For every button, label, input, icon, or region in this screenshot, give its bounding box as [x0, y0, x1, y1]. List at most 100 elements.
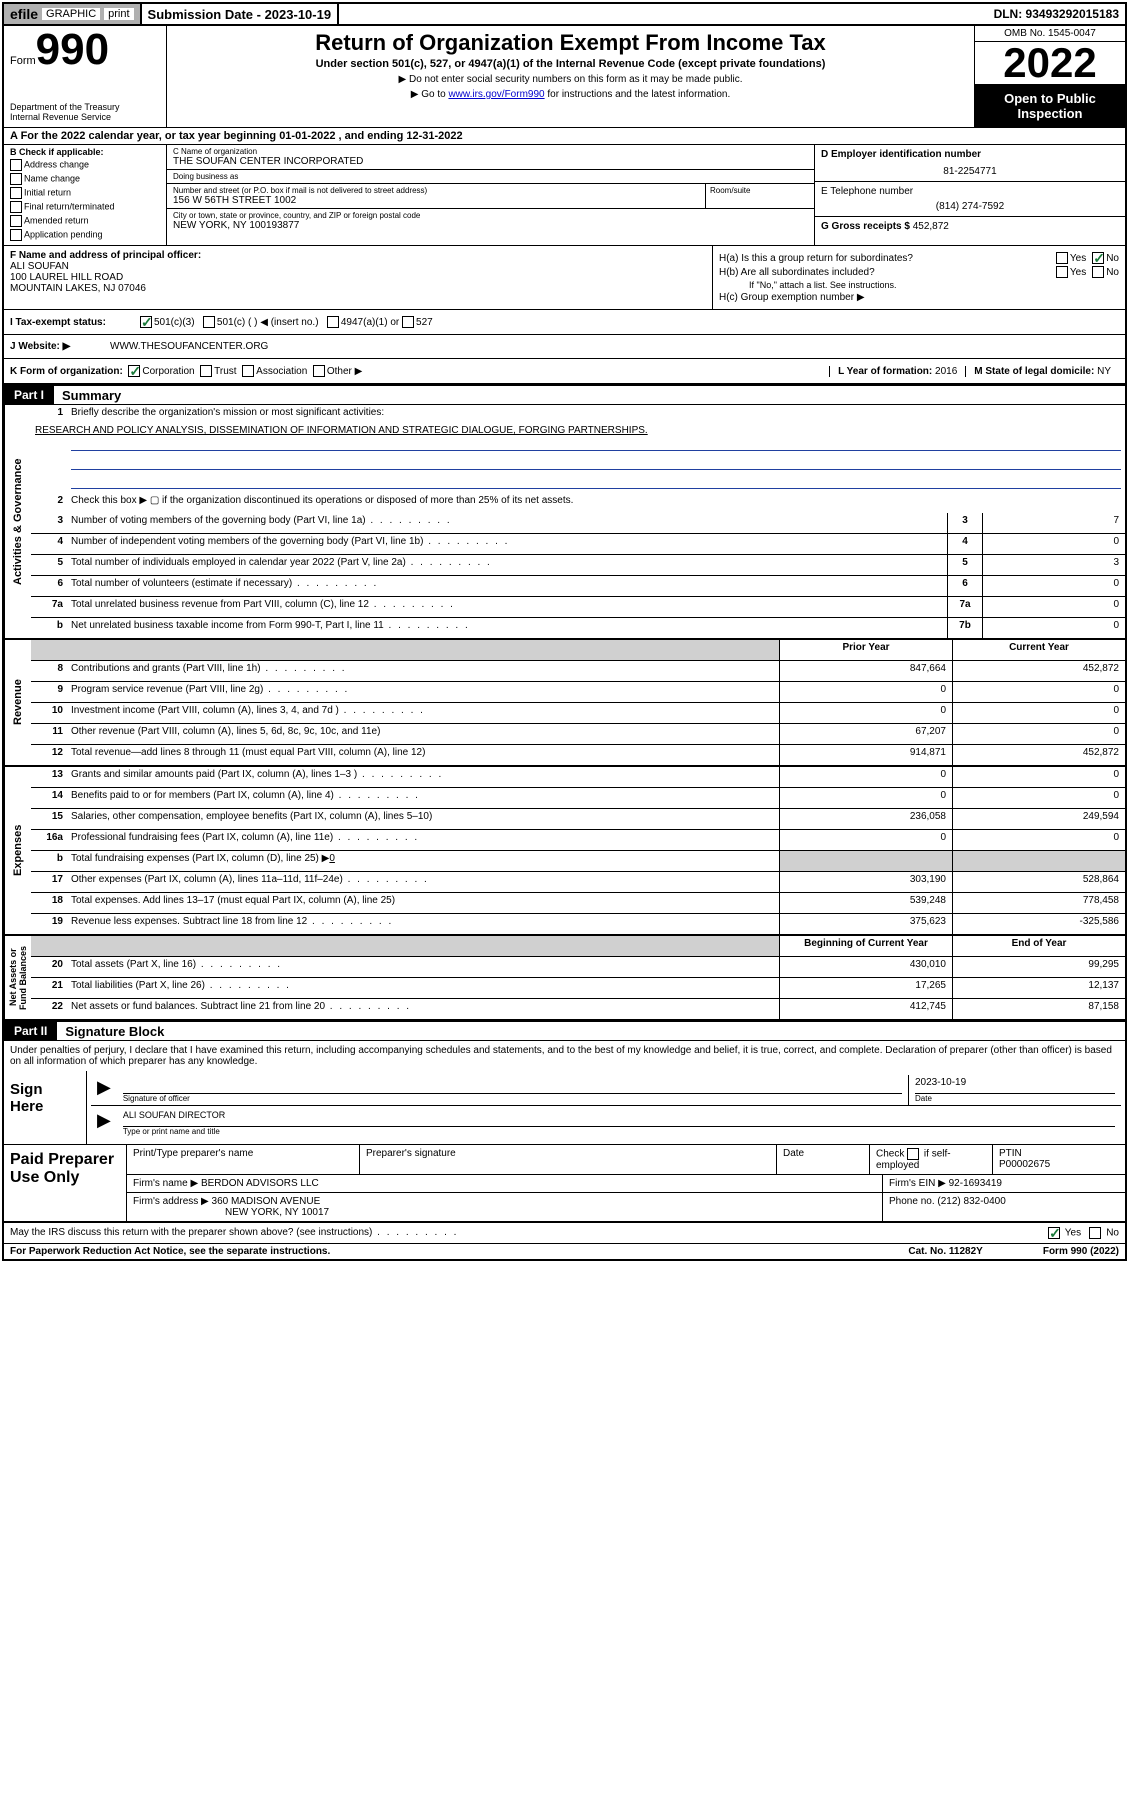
print-btn[interactable]: print	[104, 8, 133, 20]
l22-cy: 87,158	[952, 999, 1125, 1019]
l5-num: 5	[31, 555, 67, 575]
l7a-num: 7a	[31, 597, 67, 617]
hdr-num	[31, 640, 67, 660]
l5-val: 3	[982, 555, 1125, 575]
header-right: OMB No. 1545-0047 2022 Open to Public In…	[974, 26, 1125, 127]
l4-num: 4	[31, 534, 67, 554]
l13-desc: Grants and similar amounts paid (Part IX…	[67, 767, 779, 787]
l16b-desc: Total fundraising expenses (Part IX, col…	[67, 851, 779, 871]
l14-desc: Benefits paid to or for members (Part IX…	[67, 788, 779, 808]
section-a: A For the 2022 calendar year, or tax yea…	[4, 128, 1125, 145]
l3-val: 7	[982, 513, 1125, 533]
b-label: B Check if applicable:	[10, 147, 160, 157]
firm-ein-cell: Firm's EIN ▶ 92-1693419	[883, 1175, 1125, 1192]
website: WWW.THESOUFANCENTER.ORG	[110, 341, 268, 352]
chk-pending[interactable]	[10, 229, 22, 241]
chk-hb-yes[interactable]	[1056, 266, 1068, 278]
blank2	[71, 455, 1121, 470]
l12-desc: Total revenue—add lines 8 through 11 (mu…	[67, 745, 779, 765]
street: 156 W 56TH STREET 1002	[173, 195, 699, 206]
m-label: M State of legal domicile:	[974, 366, 1094, 377]
l1-desc: Briefly describe the organization's miss…	[67, 405, 1125, 425]
l13-py: 0	[779, 767, 952, 787]
l15-cy: 249,594	[952, 809, 1125, 829]
gov-section: Activities & Governance 1 Briefly descri…	[4, 405, 1125, 640]
chk-501c3[interactable]	[140, 316, 152, 328]
chk-discuss-yes[interactable]	[1048, 1227, 1060, 1239]
l1-num: 1	[31, 405, 67, 425]
l9-py: 0	[779, 682, 952, 702]
chk-527[interactable]	[402, 316, 414, 328]
l19-py: 375,623	[779, 914, 952, 934]
city-label: City or town, state or province, country…	[173, 211, 808, 220]
l7b-val: 0	[982, 618, 1125, 638]
l16a-cy: 0	[952, 830, 1125, 850]
chk-4947[interactable]	[327, 316, 339, 328]
m-val: NY	[1097, 366, 1111, 377]
form-subtitle: Under section 501(c), 527, or 4947(a)(1)…	[171, 58, 970, 70]
l-val: 2016	[935, 366, 957, 377]
l6-box: 6	[947, 576, 982, 596]
dln: DLN: 93493292015183	[988, 4, 1125, 24]
k-label: K Form of organization:	[10, 366, 123, 377]
hb-label: H(b) Are all subordinates included?	[719, 267, 1056, 278]
chk-501c[interactable]	[203, 316, 215, 328]
chk-final[interactable]	[10, 201, 22, 213]
chk-assoc[interactable]	[242, 365, 254, 377]
top-bar: efile GRAPHIC print Submission Date - 20…	[4, 4, 1125, 26]
l2-desc: Check this box ▶ ▢ if the organization d…	[67, 493, 1125, 513]
chk-name-change[interactable]	[10, 173, 22, 185]
chk-ha-no[interactable]	[1092, 252, 1104, 264]
l3-num: 3	[31, 513, 67, 533]
l22-desc: Net assets or fund balances. Subtract li…	[67, 999, 779, 1019]
l14-py: 0	[779, 788, 952, 808]
chk-corp[interactable]	[128, 365, 140, 377]
box-f: F Name and address of principal officer:…	[4, 246, 713, 309]
paperwork: For Paperwork Reduction Act Notice, see …	[10, 1246, 908, 1257]
blank1	[71, 436, 1121, 451]
l4-val: 0	[982, 534, 1125, 554]
box-h: H(a) Is this a group return for subordin…	[713, 246, 1125, 309]
l15-py: 236,058	[779, 809, 952, 829]
signer-name: ALI SOUFAN DIRECTOR	[123, 1110, 1115, 1127]
hb-note: If "No," attach a list. See instructions…	[719, 280, 1119, 290]
sign-label: Sign Here	[4, 1071, 86, 1144]
net-section: Net Assets or Fund Balances Beginning of…	[4, 936, 1125, 1021]
ha-label: H(a) Is this a group return for subordin…	[719, 253, 1056, 264]
irs-link[interactable]: www.irs.gov/Form990	[448, 89, 544, 100]
graphic-btn[interactable]: GRAPHIC	[42, 8, 100, 20]
dba-label: Doing business as	[173, 172, 808, 181]
l21-desc: Total liabilities (Part X, line 26)	[67, 978, 779, 998]
l13-cy: 0	[952, 767, 1125, 787]
chk-initial[interactable]	[10, 187, 22, 199]
l4-desc: Number of independent voting members of …	[67, 534, 947, 554]
l20-desc: Total assets (Part X, line 16)	[67, 957, 779, 977]
header-center: Return of Organization Exempt From Incom…	[167, 26, 974, 127]
part1-title-text: Summary	[54, 388, 121, 403]
chk-self-emp[interactable]	[907, 1148, 919, 1160]
part2-header: Part II	[4, 1022, 57, 1040]
l10-desc: Investment income (Part VIII, column (A)…	[67, 703, 779, 723]
note1: ▶ Do not enter social security numbers o…	[171, 74, 970, 85]
chk-discuss-no[interactable]	[1089, 1227, 1101, 1239]
chk-addr-change[interactable]	[10, 159, 22, 171]
l-label: L Year of formation:	[838, 366, 932, 377]
name-label: C Name of organization	[173, 147, 808, 156]
chk-hb-no[interactable]	[1092, 266, 1104, 278]
part2-title-text: Signature Block	[57, 1024, 164, 1039]
bottom-bar: For Paperwork Reduction Act Notice, see …	[4, 1244, 1125, 1259]
officer-addr1: 100 LAUREL HILL ROAD	[10, 272, 706, 283]
l6-num: 6	[31, 576, 67, 596]
form-container: efile GRAPHIC print Submission Date - 20…	[2, 2, 1127, 1261]
l7a-box: 7a	[947, 597, 982, 617]
col-right: D Employer identification number 81-2254…	[814, 145, 1125, 245]
chk-ha-yes[interactable]	[1056, 252, 1068, 264]
l4-box: 4	[947, 534, 982, 554]
col-c: C Name of organization THE SOUFAN CENTER…	[167, 145, 814, 245]
chk-other[interactable]	[313, 365, 325, 377]
hdr-desc	[67, 640, 779, 660]
chk-trust[interactable]	[200, 365, 212, 377]
chk-amended[interactable]	[10, 215, 22, 227]
row-k: K Form of organization: Corporation Trus…	[4, 359, 1125, 385]
l3-box: 3	[947, 513, 982, 533]
